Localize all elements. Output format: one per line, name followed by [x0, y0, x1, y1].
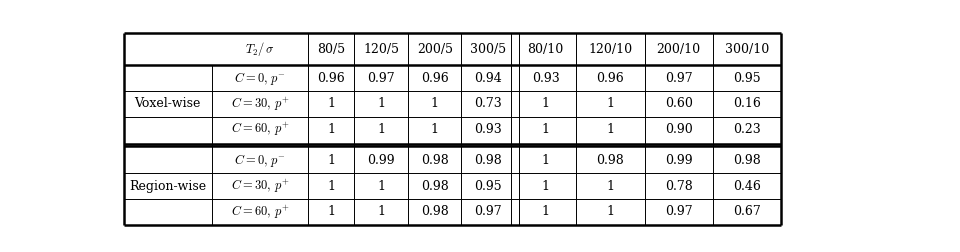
Text: 0.95: 0.95: [733, 72, 761, 85]
Text: 1: 1: [377, 180, 385, 193]
Text: 0.98: 0.98: [420, 180, 448, 193]
Text: 0.93: 0.93: [532, 72, 560, 85]
Text: 0.97: 0.97: [665, 205, 692, 218]
Text: 1: 1: [607, 180, 614, 193]
Text: 0.97: 0.97: [368, 72, 395, 85]
Text: 200/5: 200/5: [417, 43, 453, 56]
Text: 0.98: 0.98: [596, 154, 624, 167]
Text: 1: 1: [431, 97, 439, 110]
Text: 1: 1: [541, 123, 549, 136]
Text: 0.46: 0.46: [733, 180, 761, 193]
Text: 1: 1: [607, 97, 614, 110]
Text: $C=0,\, p^{-}$: $C=0,\, p^{-}$: [234, 70, 286, 87]
Text: 1: 1: [431, 123, 439, 136]
Text: 0.97: 0.97: [665, 72, 692, 85]
Text: 0.93: 0.93: [474, 123, 502, 136]
Text: Region-wise: Region-wise: [129, 180, 206, 193]
Text: $C=60,\, p^{+}$: $C=60,\, p^{+}$: [230, 203, 289, 221]
Text: 0.98: 0.98: [474, 154, 502, 167]
Text: 0.99: 0.99: [665, 154, 692, 167]
Text: 0.97: 0.97: [474, 205, 502, 218]
Text: 1: 1: [327, 180, 335, 193]
Text: 1: 1: [377, 205, 385, 218]
Text: 1: 1: [377, 97, 385, 110]
Text: 0.99: 0.99: [368, 154, 395, 167]
Text: 80/5: 80/5: [317, 43, 346, 56]
Text: 1: 1: [327, 154, 335, 167]
Text: 0.96: 0.96: [420, 72, 448, 85]
Text: 1: 1: [607, 205, 614, 218]
Text: $C=60,\, p^{+}$: $C=60,\, p^{+}$: [230, 121, 289, 138]
Text: 0.23: 0.23: [733, 123, 761, 136]
Text: 1: 1: [607, 123, 614, 136]
Text: 0.96: 0.96: [318, 72, 346, 85]
Text: 1: 1: [327, 205, 335, 218]
Text: 0.73: 0.73: [474, 97, 502, 110]
Text: Voxel-wise: Voxel-wise: [134, 97, 201, 110]
Text: 120/10: 120/10: [588, 43, 633, 56]
Text: 0.95: 0.95: [474, 180, 502, 193]
Text: 0.67: 0.67: [733, 205, 761, 218]
Text: 0.98: 0.98: [733, 154, 761, 167]
Text: $C=0,\, p^{-}$: $C=0,\, p^{-}$: [234, 152, 286, 169]
Text: 0.90: 0.90: [665, 123, 692, 136]
Text: 1: 1: [541, 97, 549, 110]
Text: 1: 1: [541, 154, 549, 167]
Text: 1: 1: [377, 123, 385, 136]
Text: 120/5: 120/5: [363, 43, 399, 56]
Text: 1: 1: [541, 205, 549, 218]
Text: 200/10: 200/10: [657, 43, 701, 56]
Text: $C=30,\, p^{+}$: $C=30,\, p^{+}$: [230, 95, 289, 113]
Text: 80/10: 80/10: [527, 43, 564, 56]
Text: 0.98: 0.98: [420, 205, 448, 218]
Text: $T_2/\,\sigma$: $T_2/\,\sigma$: [245, 40, 275, 58]
Text: 0.98: 0.98: [420, 154, 448, 167]
Text: 300/10: 300/10: [725, 43, 769, 56]
Text: 0.94: 0.94: [474, 72, 502, 85]
Text: 1: 1: [327, 97, 335, 110]
Text: $C=30,\, p^{+}$: $C=30,\, p^{+}$: [230, 177, 289, 195]
Text: 1: 1: [327, 123, 335, 136]
Text: 0.96: 0.96: [596, 72, 624, 85]
Text: 1: 1: [541, 180, 549, 193]
Text: 0.16: 0.16: [733, 97, 761, 110]
Text: 0.60: 0.60: [665, 97, 693, 110]
Text: 300/5: 300/5: [470, 43, 506, 56]
Text: 0.78: 0.78: [665, 180, 692, 193]
